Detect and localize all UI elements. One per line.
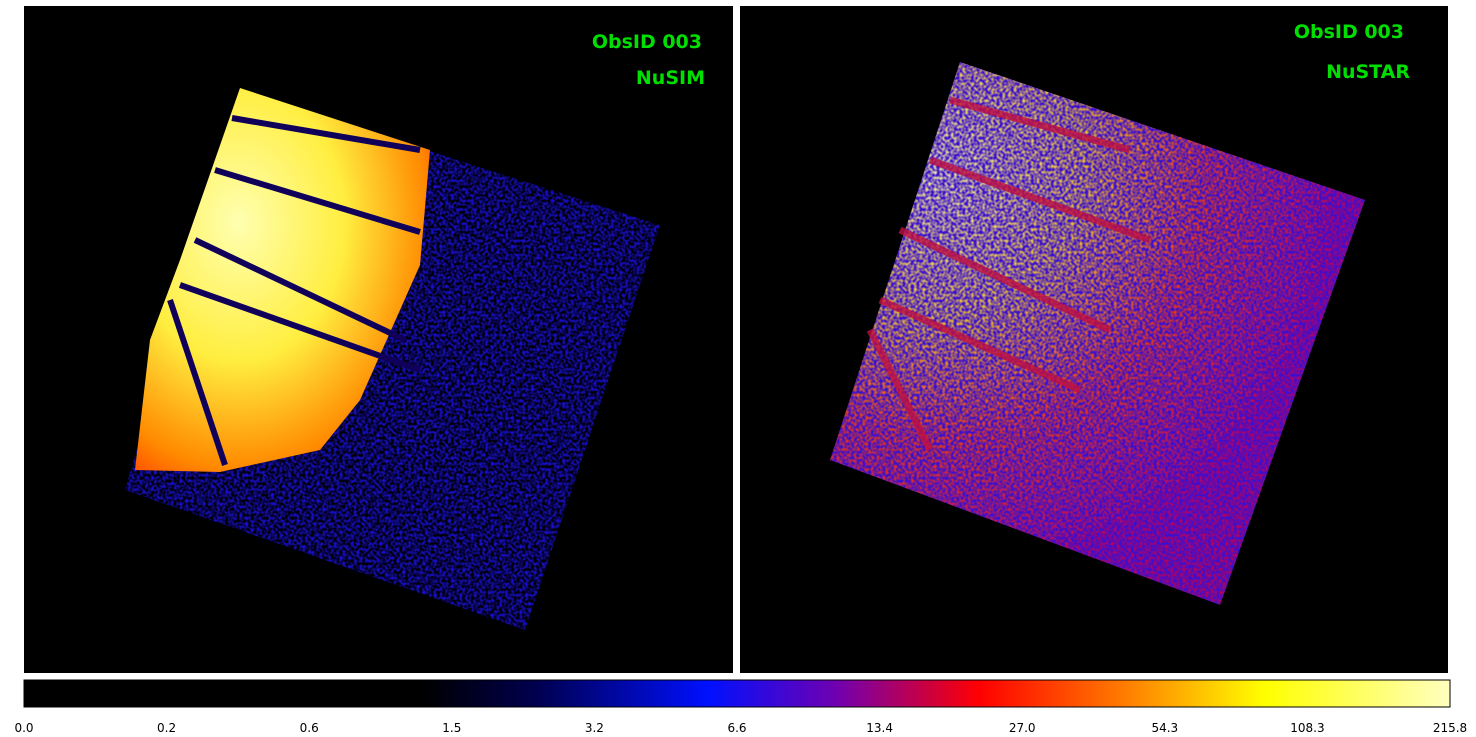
obsid-label: ObsID 003 xyxy=(1294,21,1404,43)
colorbar-tick-label: 0.0 xyxy=(14,721,33,735)
colorbar-tick-label: 0.6 xyxy=(300,721,319,735)
colorbar-tick-label: 6.6 xyxy=(727,721,746,735)
instrument-label: NuSTAR xyxy=(1326,61,1410,83)
colorbar-tick-label: 108.3 xyxy=(1290,721,1324,735)
obsid-label: ObsID 003 xyxy=(592,31,702,53)
colorbar xyxy=(23,679,1451,708)
colorbar-ticks: 0.0 0.2 0.6 1.5 3.2 6.6 13.4 27.0 54.3 108.3 215.8 xyxy=(14,721,1467,735)
stripes-right xyxy=(866,96,1152,452)
colorbar-tick-label: 215.8 xyxy=(1433,721,1467,735)
instrument-label: NuSIM xyxy=(636,67,705,89)
colorbar-tick-label: 3.2 xyxy=(585,721,604,735)
colorbar-tick-label: 0.2 xyxy=(157,721,176,735)
colorbar-tick-label: 54.3 xyxy=(1151,721,1178,735)
colorbar-tick-label: 1.5 xyxy=(442,721,461,735)
colorbar-tick-label: 13.4 xyxy=(866,721,893,735)
colorbar-tick-label: 27.0 xyxy=(1009,721,1036,735)
stripes-left xyxy=(167,115,422,466)
field-right xyxy=(830,62,1365,605)
